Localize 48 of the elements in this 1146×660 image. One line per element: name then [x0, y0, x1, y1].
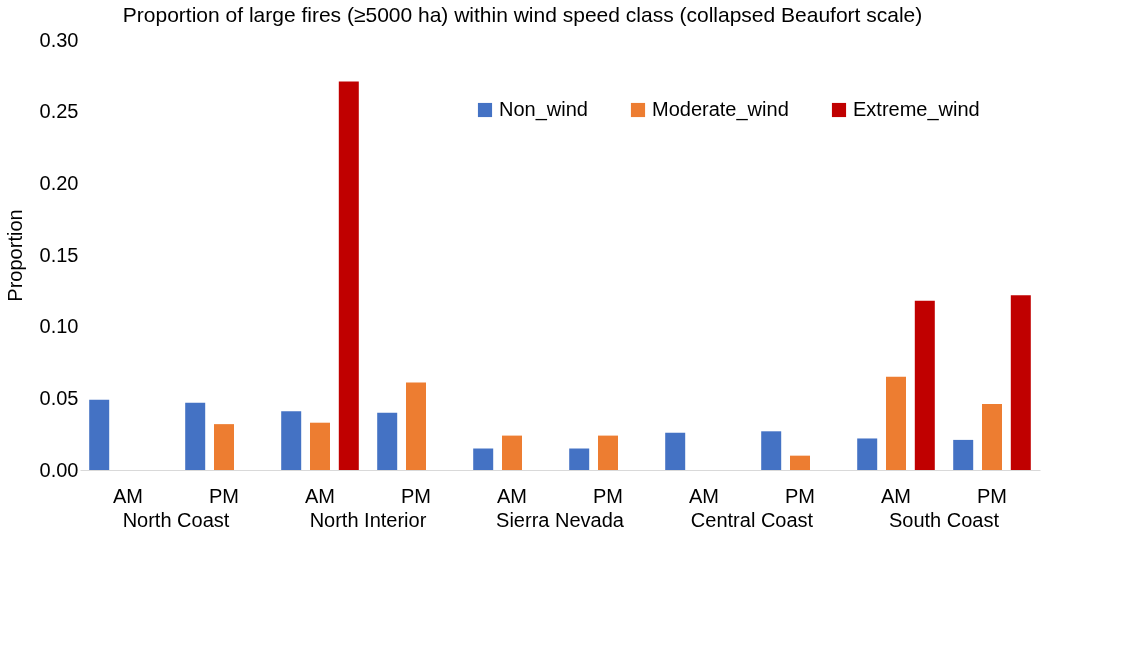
bar	[569, 448, 590, 470]
x-tick-label: PM	[401, 484, 431, 507]
bar	[857, 438, 878, 470]
bar	[598, 435, 618, 470]
text: South Coast	[888, 509, 1000, 531]
bar	[790, 455, 810, 470]
y-tick-label: 0.05	[39, 386, 79, 409]
x-tick-label: PM	[785, 484, 815, 507]
y-tick-label: 0.20	[39, 171, 79, 194]
y-tick-label: 0.10	[39, 315, 79, 338]
y-tick-label: 0.30	[39, 28, 79, 51]
legend-label: Moderate_wind	[652, 98, 789, 121]
x-tick-label: AM	[305, 484, 335, 507]
y-axis-title: Proportion	[3, 209, 26, 302]
text: North Interior	[309, 509, 427, 531]
x-tick-label: AM	[881, 484, 911, 507]
bar	[982, 404, 1002, 470]
text: Sierra Nevada	[496, 509, 625, 531]
bar	[185, 402, 206, 470]
bar	[473, 448, 494, 470]
bar	[338, 81, 359, 470]
x-tick-label: AM	[689, 484, 719, 507]
bar	[1010, 295, 1031, 470]
text: Central Coast	[690, 509, 814, 531]
bar	[310, 422, 330, 470]
y-tick-label: 0.25	[39, 100, 79, 123]
bar	[377, 412, 398, 470]
legend-label: Extreme_wind	[853, 98, 980, 121]
x-tick-label: AM	[113, 484, 143, 507]
legend-label: Non_wind	[499, 98, 588, 121]
y-tick-label: 0.00	[39, 458, 79, 481]
chart-title: Proportion of large fires (≥5000 ha) within wind speed class (collapsed Beaufort scale)	[122, 3, 923, 26]
bar	[914, 300, 935, 470]
x-tick-label: PM	[209, 484, 239, 507]
x-tick-label: PM	[593, 484, 623, 507]
text: North Coast	[122, 509, 230, 531]
bar	[886, 376, 906, 470]
bar	[761, 431, 782, 470]
bar	[665, 432, 686, 470]
bar	[502, 435, 522, 470]
bar	[406, 382, 426, 470]
bar	[281, 411, 302, 470]
x-tick-label: PM	[977, 484, 1007, 507]
bar	[89, 399, 110, 470]
bar	[953, 439, 974, 470]
bar	[214, 424, 234, 470]
y-tick-label: 0.15	[39, 243, 79, 266]
x-tick-label: AM	[497, 484, 527, 507]
